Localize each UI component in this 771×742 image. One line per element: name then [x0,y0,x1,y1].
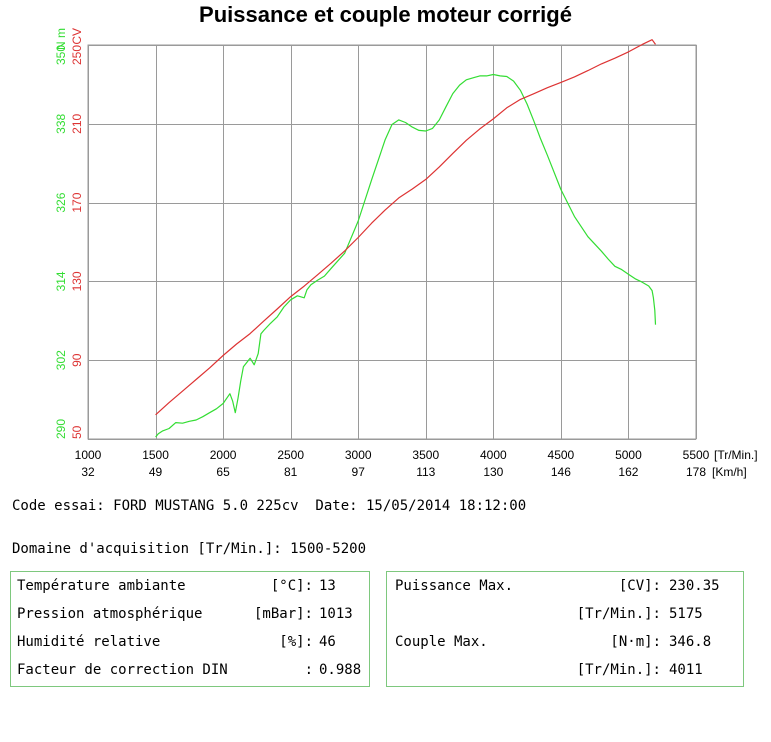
speed-tick-label: 81 [284,465,298,479]
rpm-tick-label: 4500 [548,448,575,462]
torque-tick-label: 302 [54,350,68,370]
condition-label: Température ambiante [17,578,186,594]
result-label: Puissance Max. [395,578,514,594]
speed-tick-label: 65 [216,465,230,479]
result-label: Couple Max. [395,634,488,650]
conditions-box: Température ambiante [°C]: 13 Pression a… [10,571,370,687]
speed-tick-label: 162 [618,465,638,479]
torque-tick-label: 338 [54,113,68,133]
condition-value: 13 [319,578,336,594]
speed-tick-label: 97 [352,465,366,479]
power-tick-label: 130 [70,271,84,291]
power-axis-unit: CV [70,28,84,45]
rpm-tick-label: 4000 [480,448,507,462]
condition-value: 46 [319,634,336,650]
power-tick-label: 250 [70,45,84,65]
rpm-tick-label: 1500 [142,448,169,462]
torque-tick-label: 326 [54,192,68,212]
speed-tick-label: 178 [686,465,706,479]
torque-axis-unit: N m [54,28,68,50]
result-unit: [Tr/Min.]: [576,662,661,678]
condition-unit: [mBar]: [253,606,313,622]
speed-tick-label: 113 [416,465,435,479]
torque-curve [155,73,657,438]
condition-row: Pression atmosphérique [mBar]: 1013 [15,606,365,626]
power-tick-label: 90 [70,353,84,367]
condition-unit: [%]: [279,634,313,650]
speed-tick-label: 130 [483,465,503,479]
condition-label: Facteur de correction DIN [17,662,228,678]
result-value: 5175 [669,606,703,622]
condition-row: Facteur de correction DIN : 0.988 [15,662,365,682]
condition-row: Humidité relative [%]: 46 [15,634,365,654]
torque-tick-label: 290 [54,419,68,439]
power-tick-label: 170 [70,192,84,212]
rpm-tick-label: 1000 [75,448,102,462]
speed-tick-label: 49 [149,465,163,479]
result-row: Puissance Max. [CV]: 230.35 [391,578,739,598]
plot-frame [87,44,697,440]
rpm-tick-label: 3500 [412,448,439,462]
result-unit: [Tr/Min.]: [576,606,661,622]
result-row: [Tr/Min.]: 4011 [391,662,739,682]
torque-tick-label: 350 [54,45,68,65]
condition-value: 1013 [319,606,353,622]
torque-tick-label: 314 [54,271,68,291]
rpm-tick-label: 5000 [615,448,642,462]
result-unit: [N·m]: [610,634,661,650]
rpm-tick-label: 2000 [210,448,237,462]
condition-row: Température ambiante [°C]: 13 [15,578,365,598]
condition-label: Humidité relative [17,634,161,650]
condition-value: 0.988 [319,662,362,678]
power-curve [155,39,656,416]
chart-title: Puissance et couple moteur corrigé [199,2,572,27]
rpm-axis-unit: [Tr/Min.] [714,448,758,462]
results-box: Puissance Max. [CV]: 230.35 [Tr/Min.]: 5… [386,571,744,687]
condition-unit: [°C]: [270,578,313,594]
test-code-line: Code essai: FORD MUSTANG 5.0 225cv Date:… [12,498,527,514]
rpm-tick-label: 3000 [345,448,372,462]
condition-unit: : [304,662,313,678]
speed-tick-label: 32 [81,465,95,479]
power-tick-label: 50 [70,425,84,439]
speed-tick-label: 146 [551,465,571,479]
result-unit: [CV]: [618,578,661,594]
result-row: Couple Max. [N·m]: 346.8 [391,634,739,654]
result-value: 230.35 [669,578,720,594]
acquisition-range-line: Domaine d'acquisition [Tr/Min.]: 1500-52… [12,541,367,557]
result-value: 346.8 [669,634,712,650]
speed-axis-unit: [Km/h] [712,465,747,479]
result-value: 4011 [669,662,703,678]
power-tick-label: 210 [70,113,84,133]
rpm-tick-label: 2500 [277,448,304,462]
result-row: [Tr/Min.]: 5175 [391,606,739,626]
rpm-tick-label: 5500 [683,448,710,462]
condition-label: Pression atmosphérique [17,606,203,622]
